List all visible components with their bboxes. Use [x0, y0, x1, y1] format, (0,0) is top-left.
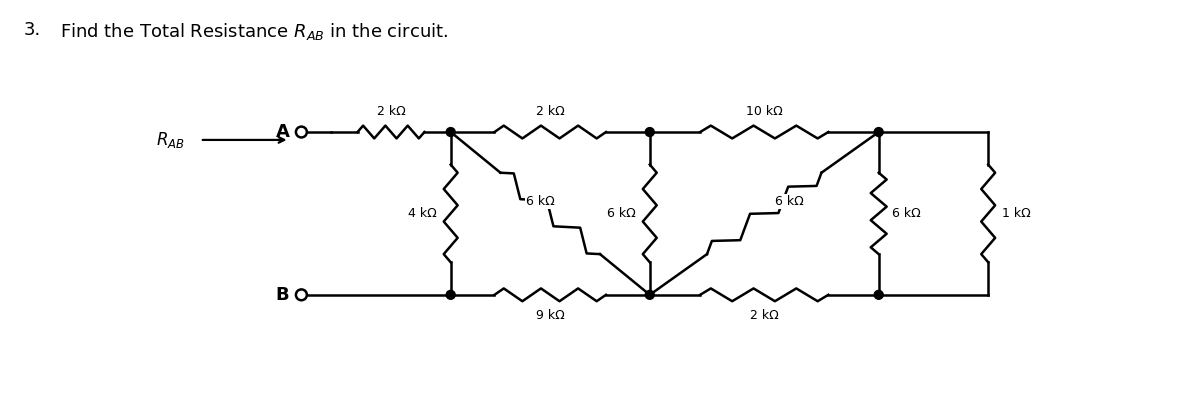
Circle shape — [296, 290, 307, 300]
Circle shape — [646, 128, 654, 136]
Text: 4 kΩ: 4 kΩ — [408, 207, 437, 220]
Text: 1 kΩ: 1 kΩ — [1002, 207, 1031, 220]
Circle shape — [446, 290, 455, 299]
Circle shape — [875, 290, 883, 299]
Text: Find the Total Resistance $R_{AB}$ in the circuit.: Find the Total Resistance $R_{AB}$ in th… — [60, 21, 449, 42]
Text: 2 kΩ: 2 kΩ — [377, 105, 406, 118]
Circle shape — [646, 290, 654, 299]
Circle shape — [875, 128, 883, 136]
Text: B: B — [276, 286, 289, 304]
Text: 10 kΩ: 10 kΩ — [746, 105, 782, 118]
Text: 6 kΩ: 6 kΩ — [775, 195, 804, 208]
Text: 6 kΩ: 6 kΩ — [607, 207, 636, 220]
Text: A: A — [276, 123, 289, 141]
Text: 6 kΩ: 6 kΩ — [892, 207, 920, 220]
Circle shape — [296, 126, 307, 137]
Circle shape — [446, 128, 455, 136]
Text: 6 kΩ: 6 kΩ — [526, 195, 554, 208]
Text: $R_{AB}$: $R_{AB}$ — [156, 130, 185, 150]
Text: 2 kΩ: 2 kΩ — [536, 105, 565, 118]
Text: 3.: 3. — [24, 21, 41, 39]
Text: 2 kΩ: 2 kΩ — [750, 309, 779, 322]
Text: 9 kΩ: 9 kΩ — [536, 309, 565, 322]
